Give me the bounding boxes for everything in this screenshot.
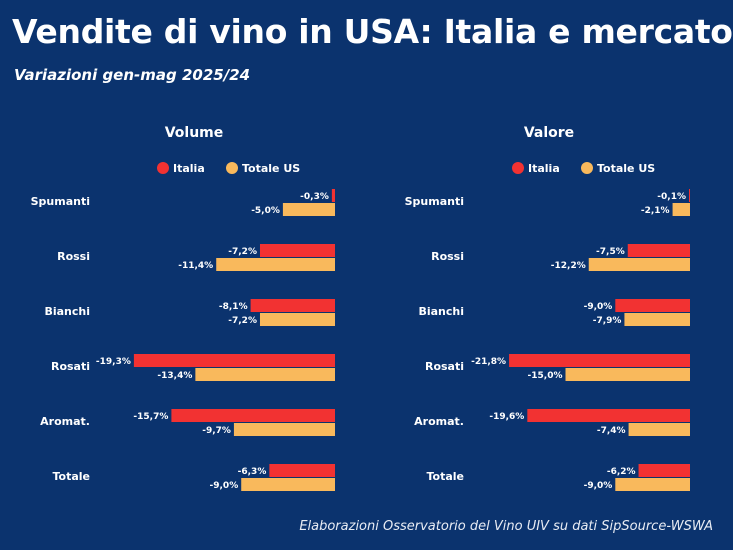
page-subtitle: Variazioni gen-mag 2025/24 xyxy=(14,66,251,84)
category-label: Rossi xyxy=(57,250,90,263)
legend-marker-totale-us xyxy=(226,162,238,174)
category-label: Rosati xyxy=(51,360,90,373)
category-label: Spumanti xyxy=(31,195,90,208)
bar-italia xyxy=(133,354,335,367)
bar-totale-us xyxy=(241,478,335,491)
page-title: Vendite di vino in USA: Italia e mercato xyxy=(12,12,733,51)
data-label: -12,2% xyxy=(551,261,586,271)
data-label: -13,4% xyxy=(157,371,192,381)
data-label: -7,5% xyxy=(596,247,625,257)
bar-italia xyxy=(509,354,690,367)
data-label: -6,2% xyxy=(607,467,636,477)
bar-totale-us xyxy=(282,203,335,216)
bar-italia xyxy=(171,409,335,422)
data-label: -7,2% xyxy=(228,316,257,326)
source-note: Elaborazioni Osservatorio del Vino UIV s… xyxy=(299,519,713,534)
legend-marker-italia xyxy=(157,162,169,174)
data-label: -0,3% xyxy=(300,192,329,202)
bar-italia xyxy=(527,409,690,422)
data-label: -9,0% xyxy=(210,481,239,491)
data-label: -7,2% xyxy=(228,247,257,257)
bar-italia xyxy=(627,244,690,257)
category-label: Aromat. xyxy=(414,415,464,428)
data-label: -0,1% xyxy=(657,192,686,202)
chart-title: Valore xyxy=(524,125,574,141)
bar-totale-us xyxy=(216,258,335,271)
bar-totale-us xyxy=(672,203,690,216)
legend-label: Totale US xyxy=(242,162,300,175)
data-label: -9,0% xyxy=(584,302,613,312)
data-label: -21,8% xyxy=(471,357,506,367)
bar-italia xyxy=(638,464,690,477)
data-label: -7,9% xyxy=(593,316,622,326)
category-label: Spumanti xyxy=(405,195,464,208)
data-label: -2,1% xyxy=(641,206,670,216)
category-label: Rossi xyxy=(431,250,464,263)
bar-totale-us xyxy=(233,423,335,436)
bar-italia xyxy=(269,464,335,477)
bar-italia xyxy=(689,189,690,202)
data-label: -9,7% xyxy=(202,426,231,436)
data-label: -8,1% xyxy=(219,302,248,312)
bar-italia xyxy=(615,299,690,312)
category-label: Bianchi xyxy=(44,305,90,318)
bar-totale-us xyxy=(624,313,690,326)
chart-title: Volume xyxy=(165,125,224,141)
bar-italia xyxy=(259,244,335,257)
bar-italia xyxy=(331,189,335,202)
category-label: Totale xyxy=(52,470,90,483)
bar-italia xyxy=(250,299,335,312)
category-label: Totale xyxy=(426,470,464,483)
data-label: -6,3% xyxy=(238,467,267,477)
bar-totale-us xyxy=(565,368,690,381)
data-label: -11,4% xyxy=(178,261,213,271)
data-label: -15,0% xyxy=(528,371,563,381)
data-label: -19,6% xyxy=(489,412,524,422)
data-label: -19,3% xyxy=(96,357,131,367)
data-label: -9,0% xyxy=(584,481,613,491)
legend-marker-italia xyxy=(512,162,524,174)
data-label: -5,0% xyxy=(251,206,280,216)
legend-label: Totale US xyxy=(597,162,655,175)
bar-totale-us xyxy=(588,258,690,271)
category-label: Bianchi xyxy=(418,305,464,318)
bar-totale-us xyxy=(259,313,335,326)
legend-label: Italia xyxy=(173,162,205,175)
legend-marker-totale-us xyxy=(581,162,593,174)
bar-totale-us xyxy=(628,423,690,436)
bar-totale-us xyxy=(195,368,335,381)
category-label: Aromat. xyxy=(40,415,90,428)
bar-totale-us xyxy=(615,478,690,491)
legend-label: Italia xyxy=(528,162,560,175)
category-label: Rosati xyxy=(425,360,464,373)
data-label: -7,4% xyxy=(597,426,626,436)
data-label: -15,7% xyxy=(133,412,168,422)
